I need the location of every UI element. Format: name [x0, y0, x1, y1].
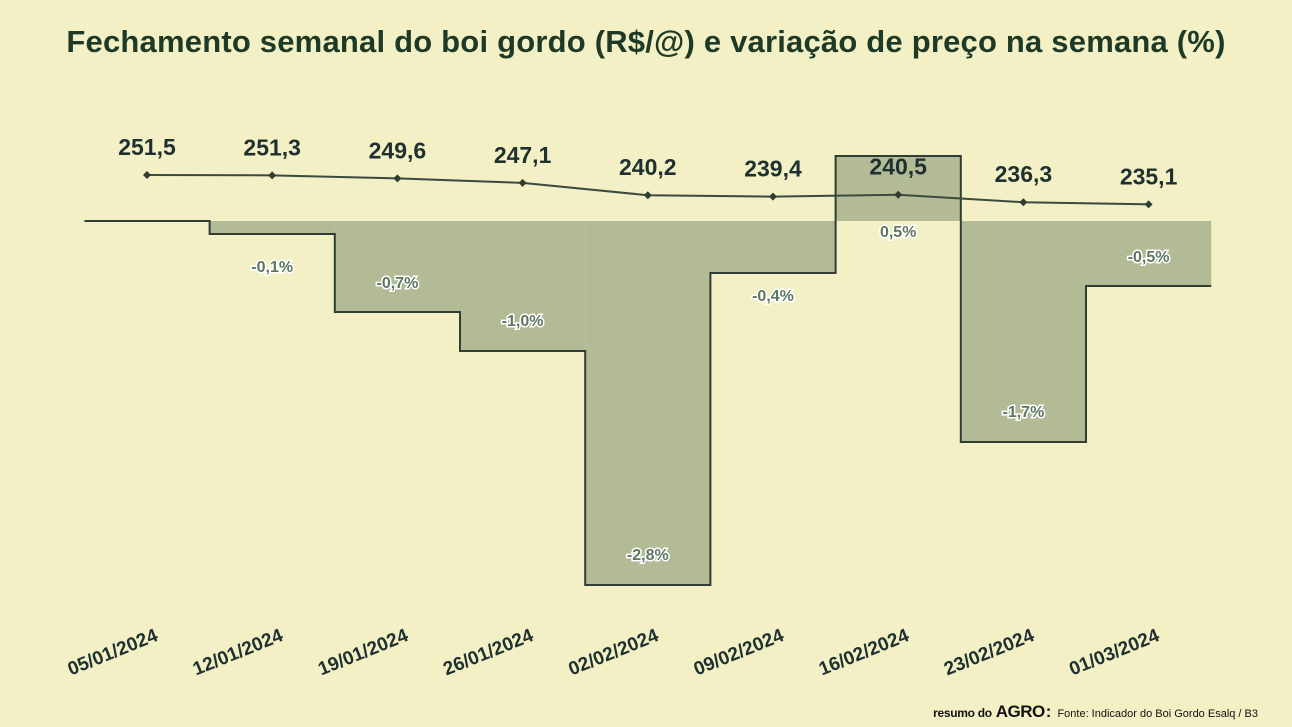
price-label-2: 249,6: [369, 137, 427, 163]
variation-labels: -0,1% -0,7% -1,0% -2,8% -0,4% 0,5% -1,7% -0,5%: [250, 223, 1171, 566]
variation-bar-8: [1086, 221, 1212, 286]
variation-step-outline: [84, 155, 1212, 586]
price-label-8: 235,1: [1120, 163, 1178, 189]
price-point-4: [643, 191, 652, 200]
footer: resumo do AGRO : Fonte: Indicador do Boi…: [933, 702, 1258, 722]
price-label-1: 251,3: [243, 134, 301, 160]
price-label-0: 251,5: [118, 134, 176, 160]
variation-bars: [209, 156, 1212, 585]
variation-label-3: -1,0%: [502, 313, 544, 330]
x-tick-2: 19/01/2024: [315, 625, 411, 680]
price-point-3: [518, 178, 527, 187]
price-point-5: [769, 192, 777, 201]
price-point-6: [894, 190, 903, 199]
variation-bar-5: [710, 221, 836, 273]
x-tick-1: 12/01/2024: [190, 625, 286, 680]
price-labels: 251,5 251,3 249,6 247,1 240,2 239,4 240,5 236,3…: [118, 134, 1177, 189]
price-label-7: 236,3: [995, 161, 1053, 187]
x-tick-7: 23/02/2024: [941, 625, 1037, 680]
x-tick-4: 02/02/2024: [566, 625, 662, 680]
variation-label-2: -0,7%: [377, 275, 419, 292]
x-tick-0: 05/01/2024: [65, 625, 161, 680]
variation-label-8: -0,5%: [1128, 249, 1170, 266]
variation-label-4: -2,8%: [627, 547, 669, 564]
price-label-6: 240,5: [869, 154, 927, 180]
x-axis-ticks: 05/01/2024 12/01/2024 19/01/2024 26/01/2024…: [65, 625, 1163, 680]
price-label-4: 240,2: [619, 154, 677, 180]
variation-bar-2: [334, 221, 460, 312]
brand-logo-big: AGRO: [995, 702, 1046, 721]
price-label-3: 247,1: [494, 142, 552, 168]
price-point-0: [143, 171, 151, 179]
x-tick-8: 01/03/2024: [1066, 625, 1162, 680]
variation-bar-1: [209, 221, 335, 234]
source-text: Fonte: Indicador do Boi Gordo Esalq / B3: [1057, 708, 1258, 720]
price-point-8: [1144, 200, 1153, 209]
variation-label-6: 0,5%: [880, 224, 916, 241]
variation-bar-4: [585, 221, 711, 585]
page-title: Fechamento semanal do boi gordo (R$/@) e…: [66, 24, 1226, 59]
variation-bar-6: [835, 156, 961, 221]
variation-bar-7: [960, 221, 1086, 442]
price-point-7: [1019, 198, 1028, 207]
brand-logo-colon: :: [1045, 702, 1052, 721]
x-tick-5: 09/02/2024: [691, 625, 787, 680]
price-point-2: [393, 174, 402, 183]
variation-label-7: -1,7%: [1003, 404, 1045, 421]
x-tick-6: 16/02/2024: [816, 625, 912, 680]
x-tick-3: 26/01/2024: [440, 625, 536, 680]
brand-logo-small: resumo do: [933, 706, 992, 720]
price-label-5: 239,4: [744, 156, 802, 182]
price-points: [143, 171, 1153, 209]
variation-label-5: -0,4%: [752, 288, 794, 305]
price-point-1: [268, 171, 277, 180]
variation-label-1: -0,1%: [251, 259, 293, 276]
variation-bar-3: [460, 221, 586, 351]
